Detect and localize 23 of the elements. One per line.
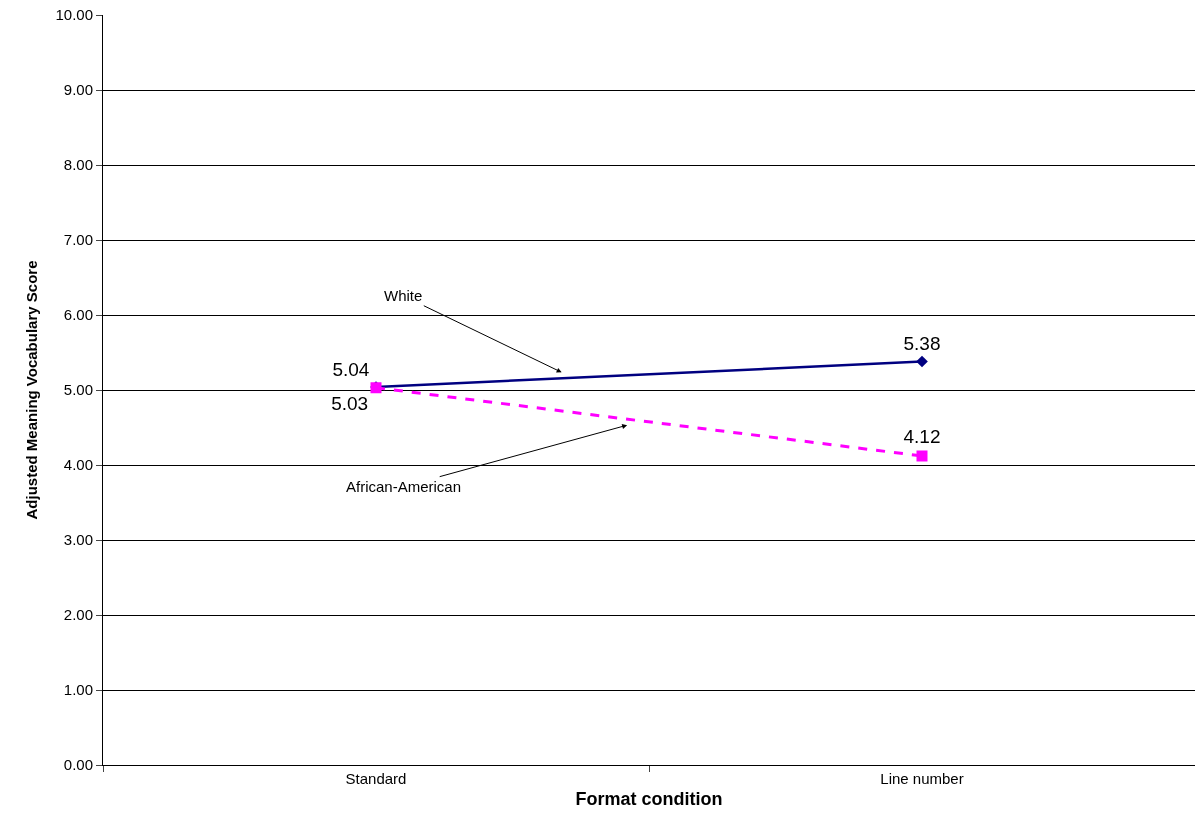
y-tick-label: 5.00 [63, 381, 93, 399]
y-tick-label: 0.00 [63, 756, 93, 774]
point [916, 355, 928, 368]
y-tick-label: 3.00 [63, 531, 93, 549]
x-tick-label: Standard [345, 770, 407, 787]
y-tick-label: 8.00 [63, 156, 93, 174]
point [916, 450, 928, 462]
y-axis-title: Adjusted Meaning Vocabulary Score [22, 260, 40, 520]
data-label: 5.03 [331, 392, 369, 414]
y-tick-label: 6.00 [63, 306, 93, 324]
data-label: 4.12 [903, 426, 941, 448]
x-axis-title: Format condition [575, 789, 723, 810]
text: African-American [346, 478, 462, 495]
y-tick-label: 7.00 [63, 231, 93, 249]
data-label: 5.04 [332, 358, 370, 380]
y-tick-label: 1.00 [63, 681, 93, 699]
x-tick-label: Line number [880, 770, 964, 787]
y-tick-label: 9.00 [63, 81, 93, 99]
y-tick-label: 10.00 [55, 6, 93, 24]
y-tick-label: 2.00 [63, 606, 93, 624]
data-label: 5.38 [903, 333, 941, 355]
text: White [384, 287, 423, 304]
y-tick-label: 4.00 [63, 456, 93, 474]
